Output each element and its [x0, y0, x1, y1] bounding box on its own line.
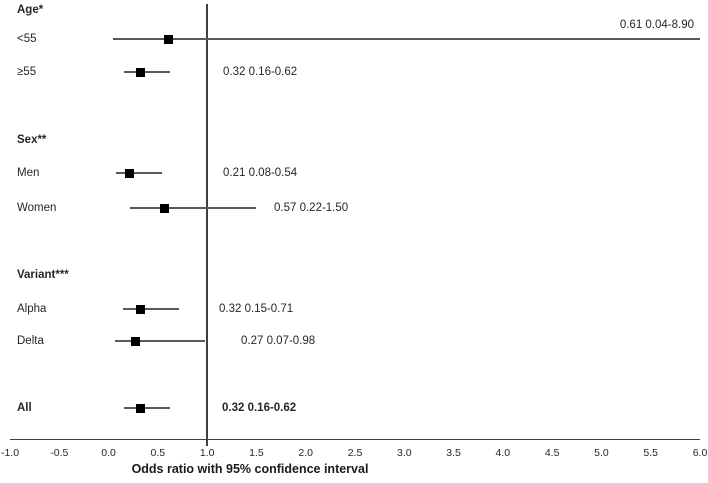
row-label: Delta [17, 335, 44, 347]
x-axis-title: Odds ratio with 95% confidence interval [131, 462, 369, 476]
x-tick-label: 4.5 [544, 447, 560, 459]
ci-line [115, 340, 206, 342]
x-tick-label: 5.0 [594, 447, 609, 459]
x-tick-label: 1.0 [199, 447, 215, 459]
row-label: All [17, 402, 32, 414]
ci-line [116, 172, 162, 174]
x-tick-label: 0.0 [101, 447, 116, 459]
value-label: 0.61 0.04-8.90 [619, 19, 694, 31]
or-marker [160, 203, 170, 213]
value-label: 0.32 0.16-0.62 [222, 402, 297, 414]
section-header-label: Sex** [17, 134, 47, 146]
ci-line [123, 308, 179, 310]
x-tick-label: -1.0 [0, 447, 20, 459]
x-tick-label: -0.5 [50, 447, 69, 459]
row-label: Women [17, 202, 57, 214]
or-marker [124, 168, 134, 178]
x-tick-label: 5.5 [643, 447, 659, 459]
ci-line [130, 207, 257, 209]
value-label: 0.27 0.07-0.98 [241, 335, 316, 347]
or-marker [130, 336, 140, 346]
value-label: 0.57 0.22-1.50 [274, 202, 349, 214]
x-tick-label: 2.5 [347, 447, 363, 459]
x-tick-label: 3.5 [446, 447, 461, 459]
value-label: 0.32 0.15-0.71 [219, 303, 294, 315]
or-marker [135, 403, 145, 413]
or-marker [135, 67, 145, 77]
x-axis-line [10, 438, 700, 441]
x-tick-label: 4.0 [495, 447, 511, 459]
x-tick-label: 0.5 [150, 447, 166, 459]
ci-line [124, 407, 170, 409]
ci-line [112, 38, 700, 40]
or-marker [135, 304, 145, 314]
or-marker [164, 34, 174, 44]
value-label: 0.21 0.08-0.54 [223, 167, 298, 179]
ci-line [124, 71, 170, 73]
x-tick-label: 1.5 [249, 447, 264, 459]
row-label: ≥55 [17, 66, 37, 78]
row-label: <55 [17, 33, 37, 45]
section-header-label: Variant*** [17, 269, 69, 281]
row-label: Men [17, 167, 40, 179]
value-label: 0.32 0.16-0.62 [223, 66, 298, 78]
x-tick-label: 3.0 [396, 447, 412, 459]
x-tick-label: 6.0 [692, 447, 708, 459]
row-label: Alpha [17, 303, 47, 315]
reference-line [206, 4, 208, 446]
section-header-label: Age* [17, 4, 44, 16]
x-tick-label: 2.0 [298, 447, 314, 459]
